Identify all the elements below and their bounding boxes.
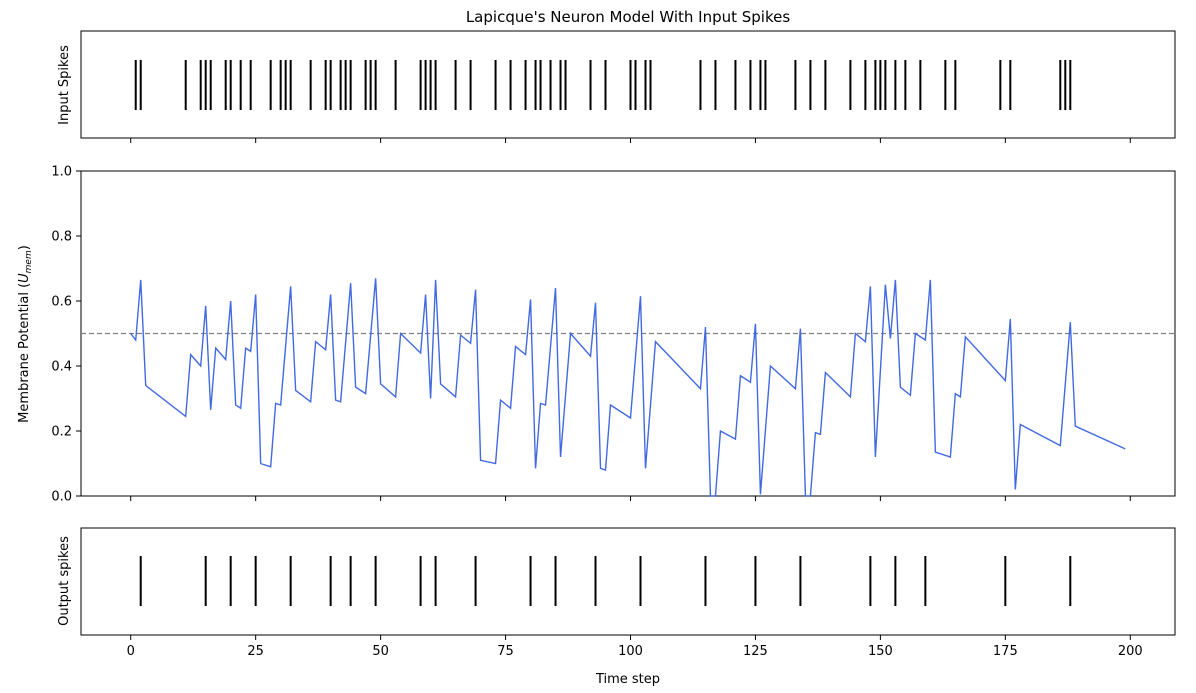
- membrane-panel: 0.0 0.2 0.4 0.6 0.8 1.0 Membrane Potential (U…: [17, 165, 1176, 505]
- x-tick-label: 175: [993, 644, 1018, 659]
- x-tick-label: 150: [868, 644, 893, 659]
- x-tick-label: 50: [372, 644, 389, 659]
- membrane-potential-line: [130, 278, 1126, 497]
- y-tick-label: 0.4: [51, 360, 72, 375]
- membrane-ylabel: Membrane Potential (Umem): [17, 245, 34, 423]
- membrane-yticks: 0.0 0.2 0.4 0.6 0.8 1.0: [51, 165, 81, 505]
- input-spikes-xticks: [130, 138, 1131, 143]
- membrane-ylabel-sub: mem: [24, 250, 34, 273]
- membrane-ylabel-main: Membrane Potential (: [17, 283, 32, 423]
- y-tick-label: 0.6: [51, 295, 72, 310]
- output-xticks: 0 25 50 75 100 125 150 175 200: [127, 635, 1143, 659]
- y-tick-label: 1.0: [51, 165, 72, 180]
- membrane-ylabel-close: ): [17, 245, 32, 250]
- membrane-ylabel-symbol: U: [17, 273, 32, 283]
- y-tick-label: 0.0: [51, 490, 72, 505]
- y-tick-label: 0.2: [51, 425, 72, 440]
- chart-title: Lapicque's Neuron Model With Input Spike…: [466, 8, 791, 26]
- x-tick-label: 100: [618, 644, 643, 659]
- input-spikes-panel: Input Spikes: [57, 30, 1176, 143]
- output-spikes-frame: [80, 527, 1176, 636]
- x-axis-label: Time step: [595, 672, 660, 687]
- output-spikes-ylabel: Output spikes: [57, 536, 72, 626]
- membrane-xticks: [130, 496, 1131, 501]
- x-tick-label: 200: [1118, 644, 1143, 659]
- output-spikes-raster: [139, 556, 1072, 606]
- output-spikes-panel: Output spikes 0 25 50 75 100 125 150 175 200 Tim…: [57, 527, 1176, 687]
- input-spikes-frame: [80, 30, 1176, 139]
- x-tick-label: 75: [497, 644, 514, 659]
- y-tick-label: 0.8: [51, 230, 72, 245]
- x-tick-label: 25: [247, 644, 264, 659]
- input-spikes-raster: [134, 60, 1072, 110]
- x-tick-label: 0: [127, 644, 135, 659]
- input-spikes-ylabel: Input Spikes: [57, 45, 72, 125]
- x-tick-label: 125: [743, 644, 768, 659]
